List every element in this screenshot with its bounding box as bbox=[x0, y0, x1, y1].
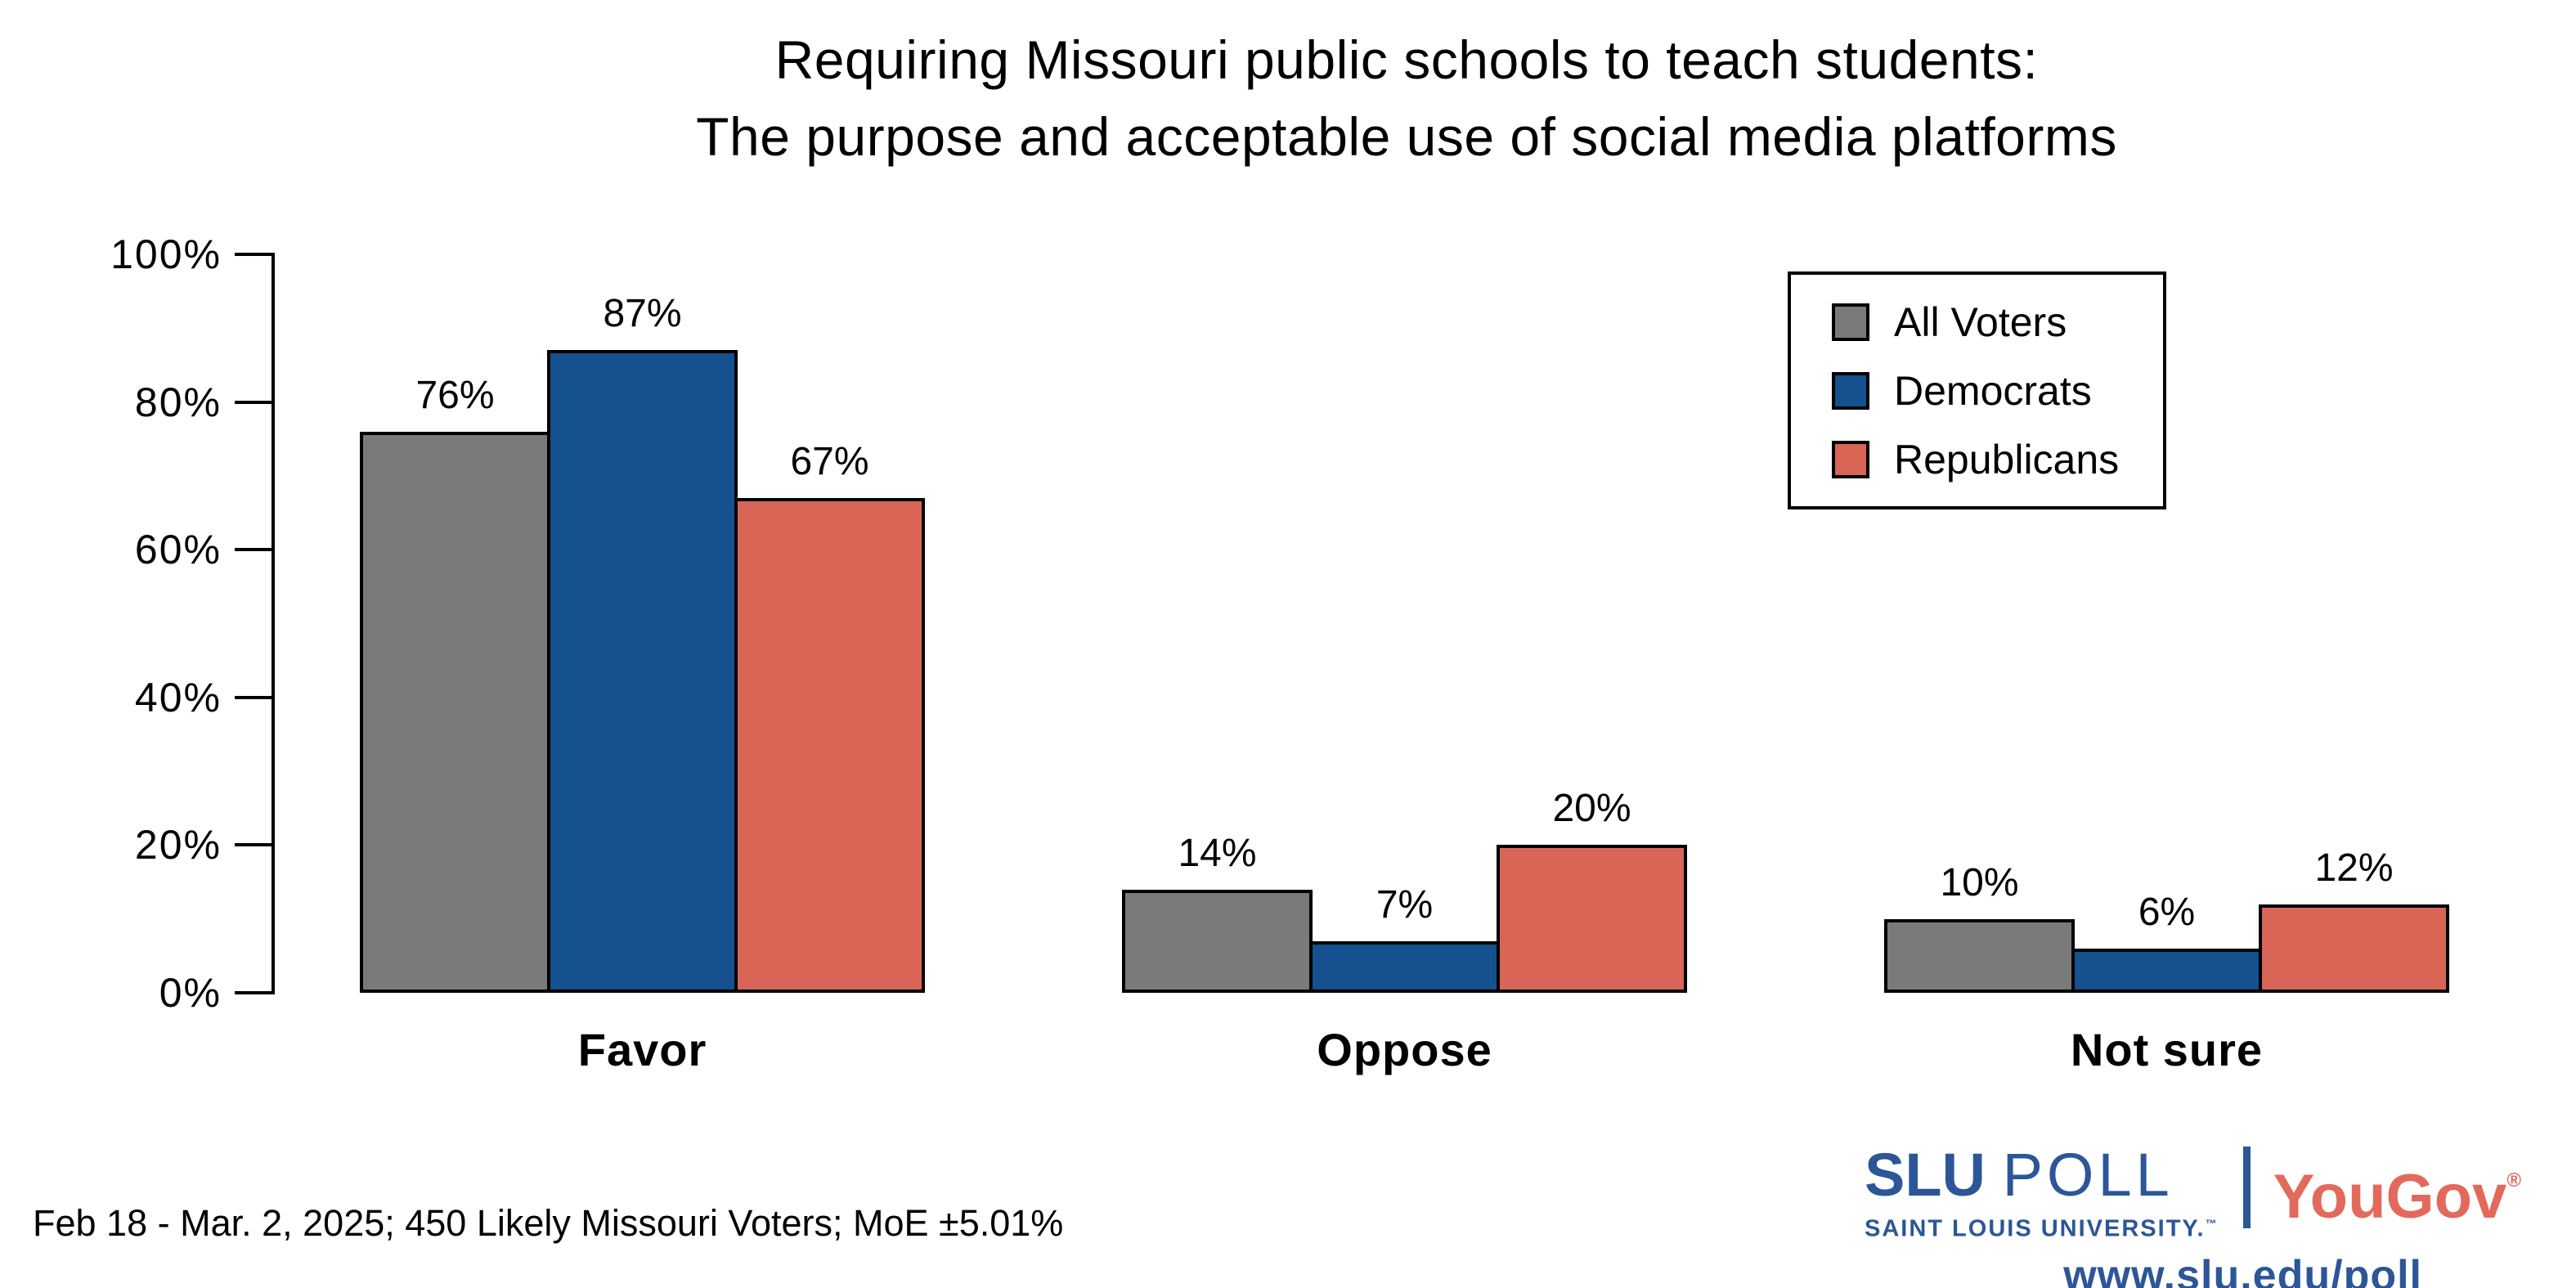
bar-value-label: 12% bbox=[2314, 846, 2394, 890]
logo-row: SLU POLL SAINT LOUIS UNIVERSITY.™ YouGov… bbox=[1865, 1145, 2521, 1241]
y-tick-line bbox=[235, 548, 272, 552]
legend-label-all-voters: All Voters bbox=[1894, 298, 2067, 345]
footer-note: Feb 18 - Mar. 2, 2025; 450 Likely Missou… bbox=[33, 1202, 1064, 1244]
trademark-icon: ™ bbox=[2205, 1217, 2219, 1230]
legend-label-republicans: Republicans bbox=[1894, 436, 2120, 482]
registered-trademark-icon: ® bbox=[2506, 1169, 2522, 1192]
category-label-not-sure: Not sure bbox=[2070, 1024, 2264, 1075]
y-tick-line bbox=[235, 695, 272, 699]
y-tick-line bbox=[235, 991, 272, 994]
bar-not-sure-republicans bbox=[2259, 904, 2449, 993]
bar-value-label: 6% bbox=[2138, 890, 2196, 934]
bar-value-label: 10% bbox=[1940, 860, 2019, 904]
slu-subtitle-text: SAINT LOUIS UNIVERSITY. bbox=[1865, 1215, 2206, 1242]
yougov-text: YouGov bbox=[2273, 1162, 2507, 1232]
y-tick-line bbox=[235, 253, 272, 256]
slu-text: SLU bbox=[1865, 1141, 1986, 1209]
slu-poll-logo: SLU POLL SAINT LOUIS UNIVERSITY.™ bbox=[1865, 1145, 2219, 1241]
slu-poll-url: www.slu.edu/poll bbox=[2063, 1251, 2422, 1288]
bar-not-sure-all-voters bbox=[1884, 918, 2075, 993]
bar-oppose-republicans bbox=[1497, 845, 1687, 993]
bar-oppose-all-voters bbox=[1122, 889, 1313, 993]
yougov-logo: YouGov® bbox=[2273, 1150, 2521, 1228]
y-tick-label: 80% bbox=[134, 379, 222, 425]
bar-value-label: 7% bbox=[1376, 882, 1434, 927]
legend-swatch-democrats bbox=[1832, 371, 1869, 410]
legend-item-all-voters: All Voters bbox=[1832, 298, 2163, 346]
category-label-oppose: Oppose bbox=[1317, 1024, 1492, 1075]
chart-title: Requiring Missouri public schools to tea… bbox=[270, 21, 2543, 175]
logo-divider bbox=[2242, 1147, 2251, 1228]
y-tick-label: 60% bbox=[134, 527, 222, 573]
bar-value-label: 67% bbox=[790, 439, 869, 483]
chart-title-line1: Requiring Missouri public schools to tea… bbox=[774, 29, 2039, 90]
y-axis-line bbox=[272, 253, 275, 994]
y-tick-label: 40% bbox=[134, 674, 222, 720]
bar-value-label: 87% bbox=[603, 292, 682, 336]
legend-box: All Voters Democrats Republicans bbox=[1788, 272, 2166, 509]
bar-favor-republicans bbox=[734, 497, 925, 993]
legend-item-republicans: Republicans bbox=[1832, 436, 2163, 483]
y-tick-line bbox=[235, 400, 272, 404]
slu-poll-wordmark: SLU POLL bbox=[1865, 1145, 2219, 1205]
bar-value-label: 14% bbox=[1178, 831, 1257, 875]
legend-item-democrats: Democrats bbox=[1832, 367, 2163, 415]
branding-block: SLU POLL SAINT LOUIS UNIVERSITY.™ YouGov… bbox=[1865, 1145, 2521, 1288]
poll-text: POLL bbox=[2002, 1141, 2174, 1209]
legend-swatch-republicans bbox=[1832, 440, 1869, 478]
bar-not-sure-democrats bbox=[2071, 948, 2262, 993]
y-tick-label: 20% bbox=[134, 822, 222, 868]
y-tick-label: 100% bbox=[110, 231, 222, 277]
legend-label-democrats: Democrats bbox=[1894, 367, 2092, 414]
y-tick-label: 0% bbox=[159, 970, 222, 1016]
slu-subtitle: SAINT LOUIS UNIVERSITY.™ bbox=[1865, 1212, 2219, 1241]
chart-title-line2: The purpose and acceptable use of social… bbox=[696, 106, 2117, 167]
category-label-favor: Favor bbox=[577, 1024, 707, 1075]
y-tick-line bbox=[235, 843, 272, 847]
bar-value-label: 20% bbox=[1552, 787, 1631, 831]
legend-swatch-all-voters bbox=[1832, 303, 1869, 341]
bar-favor-democrats bbox=[547, 350, 738, 993]
bar-favor-all-voters bbox=[360, 431, 550, 993]
bar-value-label: 76% bbox=[415, 373, 495, 417]
bar-oppose-democrats bbox=[1309, 940, 1500, 993]
